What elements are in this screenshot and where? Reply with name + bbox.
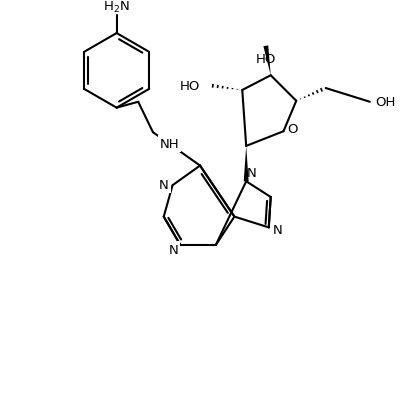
Polygon shape [243, 146, 248, 182]
Text: N: N [158, 178, 168, 191]
Text: N: N [247, 166, 256, 180]
Text: N: N [168, 243, 178, 256]
Text: N: N [272, 223, 282, 236]
Text: OH: OH [375, 96, 395, 109]
Text: HO: HO [255, 53, 275, 66]
Text: HO: HO [179, 79, 200, 92]
Polygon shape [263, 46, 270, 76]
Text: H$_2$N: H$_2$N [103, 0, 130, 15]
Text: O: O [286, 122, 297, 135]
Text: NH: NH [160, 138, 179, 151]
